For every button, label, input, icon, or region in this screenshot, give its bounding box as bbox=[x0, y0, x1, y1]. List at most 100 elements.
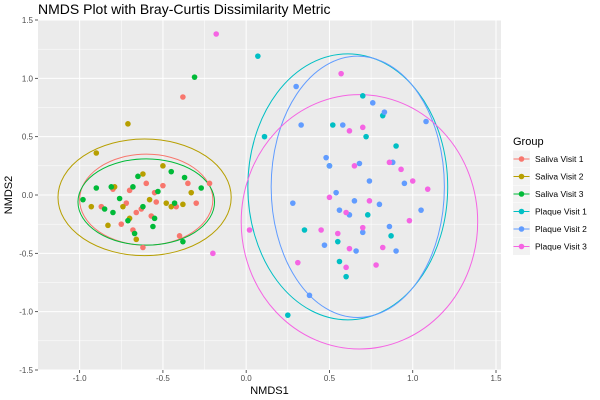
point-plaque-visit-2 bbox=[357, 161, 363, 167]
point-plaque-visit-3 bbox=[398, 167, 404, 173]
point-plaque-visit-1 bbox=[343, 274, 349, 280]
point-saliva-visit-3 bbox=[117, 196, 123, 202]
point-plaque-visit-1 bbox=[262, 134, 268, 140]
point-saliva-visit-3 bbox=[102, 206, 108, 212]
point-saliva-visit-3 bbox=[172, 200, 178, 206]
point-plaque-visit-1 bbox=[335, 239, 341, 245]
y-tick-label: -1.0 bbox=[19, 308, 33, 317]
point-plaque-visit-1 bbox=[360, 93, 366, 99]
point-plaque-visit-1 bbox=[302, 227, 308, 233]
point-saliva-visit-2 bbox=[147, 197, 153, 203]
point-plaque-visit-3 bbox=[318, 227, 324, 233]
point-saliva-visit-1 bbox=[140, 245, 146, 251]
point-plaque-visit-3 bbox=[352, 163, 358, 169]
point-saliva-visit-1 bbox=[143, 181, 149, 187]
point-plaque-visit-3 bbox=[247, 227, 253, 233]
legend-key-point bbox=[519, 174, 525, 180]
point-plaque-visit-2 bbox=[352, 198, 358, 204]
legend-key-point bbox=[519, 209, 525, 215]
point-plaque-visit-3 bbox=[367, 198, 373, 204]
point-plaque-visit-2 bbox=[327, 163, 333, 169]
point-saliva-visit-1 bbox=[185, 181, 191, 187]
point-plaque-visit-2 bbox=[367, 178, 373, 184]
y-tick-label: 1.5 bbox=[22, 16, 34, 25]
point-saliva-visit-3 bbox=[132, 231, 138, 237]
legend-item-saliva-visit-3: Saliva Visit 3 bbox=[513, 186, 584, 203]
point-saliva-visit-3 bbox=[108, 184, 114, 190]
point-plaque-visit-2 bbox=[423, 119, 429, 125]
point-saliva-visit-3 bbox=[80, 197, 86, 203]
point-plaque-visit-3 bbox=[373, 262, 379, 268]
point-saliva-visit-1 bbox=[118, 221, 124, 227]
point-plaque-visit-3 bbox=[213, 31, 219, 37]
point-plaque-visit-3 bbox=[343, 265, 349, 271]
point-saliva-visit-2 bbox=[180, 202, 186, 208]
point-plaque-visit-2 bbox=[298, 122, 304, 128]
legend-label: Plaque Visit 3 bbox=[535, 242, 587, 252]
point-saliva-visit-2 bbox=[188, 190, 194, 196]
y-tick-label: -1.5 bbox=[19, 366, 33, 375]
point-saliva-visit-2 bbox=[93, 150, 99, 156]
legend-key-point bbox=[519, 244, 525, 250]
legend-label: Plaque Visit 2 bbox=[535, 224, 587, 234]
point-plaque-visit-3 bbox=[343, 210, 349, 216]
x-tick-label: 0.5 bbox=[324, 374, 336, 383]
point-plaque-visit-3 bbox=[347, 246, 353, 252]
point-plaque-visit-2 bbox=[353, 248, 359, 254]
legend-label: Saliva Visit 2 bbox=[535, 172, 584, 182]
point-saliva-visit-3 bbox=[140, 204, 146, 210]
point-saliva-visit-1 bbox=[177, 233, 183, 239]
point-saliva-visit-2 bbox=[163, 200, 169, 206]
point-saliva-visit-3 bbox=[150, 224, 156, 230]
point-saliva-visit-1 bbox=[207, 181, 213, 187]
x-tick-label: 0.0 bbox=[241, 374, 253, 383]
point-saliva-visit-2 bbox=[140, 171, 146, 177]
point-plaque-visit-2 bbox=[418, 207, 424, 213]
point-plaque-visit-2 bbox=[293, 84, 299, 90]
x-axis: -1.0 -0.5 0.0 0.5 1.0 1.5 bbox=[73, 370, 502, 383]
chart-title: NMDS Plot with Bray-Curtis Dissimilarity… bbox=[38, 1, 330, 17]
point-plaque-visit-2 bbox=[333, 190, 339, 196]
point-saliva-visit-3 bbox=[110, 210, 116, 216]
point-saliva-visit-3 bbox=[93, 185, 99, 191]
point-plaque-visit-3 bbox=[380, 245, 386, 251]
point-saliva-visit-3 bbox=[135, 174, 141, 180]
legend-label: Saliva Visit 1 bbox=[535, 154, 584, 164]
legend-item-plaque-visit-3: Plaque Visit 3 bbox=[513, 238, 587, 255]
point-saliva-visit-3 bbox=[130, 184, 136, 190]
point-plaque-visit-2 bbox=[307, 293, 313, 299]
point-plaque-visit-2 bbox=[322, 242, 328, 248]
point-saliva-visit-2 bbox=[105, 223, 111, 229]
point-plaque-visit-1 bbox=[388, 233, 394, 239]
point-saliva-visit-1 bbox=[160, 183, 166, 189]
point-saliva-visit-1 bbox=[180, 94, 186, 100]
nmds-chart: NMDS Plot with Bray-Curtis Dissimilarity… bbox=[0, 0, 600, 400]
point-plaque-visit-3 bbox=[327, 195, 333, 201]
legend-label: Plaque Visit 1 bbox=[535, 207, 587, 217]
point-plaque-visit-2 bbox=[382, 109, 388, 115]
point-saliva-visit-3 bbox=[192, 74, 198, 80]
point-saliva-visit-2 bbox=[88, 204, 94, 210]
point-plaque-visit-1 bbox=[393, 143, 399, 149]
y-tick-label: -0.5 bbox=[19, 249, 33, 258]
legend-item-plaque-visit-2: Plaque Visit 2 bbox=[513, 221, 587, 238]
point-saliva-visit-3 bbox=[198, 185, 204, 191]
x-tick-label: -1.0 bbox=[73, 374, 87, 383]
point-plaque-visit-1 bbox=[337, 259, 343, 265]
legend-label: Saliva Visit 3 bbox=[535, 189, 584, 199]
point-plaque-visit-2 bbox=[393, 248, 399, 254]
point-plaque-visit-2 bbox=[340, 122, 346, 128]
y-axis: -1.5-1.0-0.50.00.51.01.5 bbox=[19, 16, 38, 375]
point-plaque-visit-2 bbox=[337, 207, 343, 213]
point-plaque-visit-3 bbox=[387, 160, 393, 166]
legend-title: Group bbox=[513, 136, 544, 148]
legend-item-saliva-visit-2: Saliva Visit 2 bbox=[513, 168, 584, 185]
point-plaque-visit-2 bbox=[377, 202, 383, 208]
legend-item-plaque-visit-1: Plaque Visit 1 bbox=[513, 203, 587, 220]
point-plaque-visit-1 bbox=[255, 53, 261, 59]
point-plaque-visit-3 bbox=[407, 218, 413, 224]
x-axis-title: NMDS1 bbox=[250, 385, 289, 397]
legend: Group Saliva Visit 1 Saliva Visit 2 Saliva… bbox=[513, 136, 587, 255]
point-plaque-visit-2 bbox=[323, 155, 329, 161]
y-tick-label: 0.5 bbox=[22, 133, 34, 142]
